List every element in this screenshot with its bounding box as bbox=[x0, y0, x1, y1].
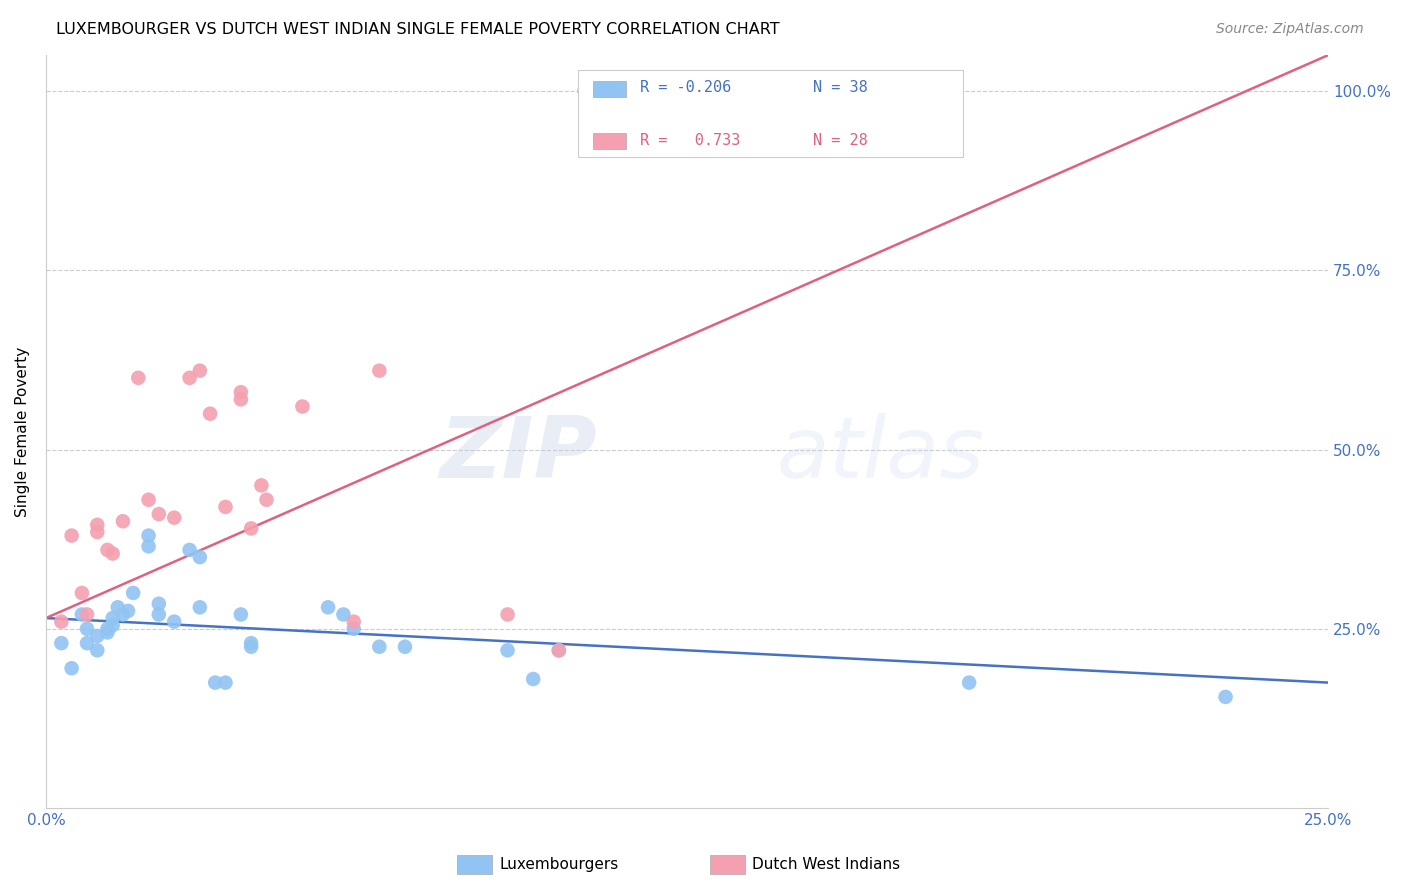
Bar bbox=[593, 80, 626, 96]
Point bbox=[188, 550, 211, 565]
Point bbox=[240, 640, 263, 654]
Point bbox=[343, 622, 366, 636]
Point bbox=[51, 615, 73, 629]
Point bbox=[188, 364, 211, 378]
Point bbox=[1215, 690, 1237, 704]
Point bbox=[394, 640, 416, 654]
Point bbox=[60, 661, 83, 675]
Point bbox=[96, 625, 118, 640]
Point bbox=[229, 392, 252, 407]
Point bbox=[256, 492, 278, 507]
Point bbox=[148, 607, 170, 622]
Point bbox=[76, 622, 98, 636]
Point bbox=[163, 510, 186, 524]
Point bbox=[138, 528, 160, 542]
Point bbox=[138, 492, 160, 507]
Point bbox=[214, 500, 236, 514]
Point bbox=[51, 636, 73, 650]
Point bbox=[148, 597, 170, 611]
Point bbox=[117, 604, 139, 618]
Point bbox=[204, 675, 226, 690]
Point bbox=[179, 543, 201, 558]
Point bbox=[86, 629, 108, 643]
Point bbox=[122, 586, 145, 600]
Point bbox=[101, 611, 124, 625]
Point bbox=[163, 615, 186, 629]
Point bbox=[70, 586, 93, 600]
FancyBboxPatch shape bbox=[578, 70, 963, 157]
Bar bbox=[593, 133, 626, 149]
Point bbox=[86, 524, 108, 539]
Point bbox=[229, 385, 252, 400]
Point bbox=[101, 547, 124, 561]
Point bbox=[70, 607, 93, 622]
Point bbox=[522, 672, 544, 686]
Point bbox=[291, 400, 314, 414]
Point bbox=[138, 539, 160, 553]
Point bbox=[96, 543, 118, 558]
Point bbox=[111, 607, 134, 622]
Text: ZIP: ZIP bbox=[440, 413, 598, 496]
Point bbox=[547, 643, 569, 657]
Point bbox=[574, 84, 596, 98]
Point bbox=[188, 600, 211, 615]
Text: atlas: atlas bbox=[776, 413, 984, 496]
Point bbox=[240, 636, 263, 650]
Text: N = 28: N = 28 bbox=[813, 133, 868, 148]
Point bbox=[127, 371, 149, 385]
Point bbox=[316, 600, 339, 615]
Point bbox=[496, 643, 519, 657]
Point bbox=[229, 607, 252, 622]
Point bbox=[240, 521, 263, 535]
Point bbox=[86, 643, 108, 657]
Text: R = -0.206: R = -0.206 bbox=[640, 80, 731, 95]
Point bbox=[250, 478, 273, 492]
Text: Luxembourgers: Luxembourgers bbox=[499, 857, 619, 871]
Point bbox=[96, 622, 118, 636]
Point bbox=[111, 514, 134, 528]
Point bbox=[76, 636, 98, 650]
Point bbox=[179, 371, 201, 385]
Point bbox=[368, 364, 391, 378]
Point bbox=[148, 507, 170, 521]
Y-axis label: Single Female Poverty: Single Female Poverty bbox=[15, 346, 30, 516]
Point bbox=[547, 643, 569, 657]
Point bbox=[198, 407, 221, 421]
Text: N = 38: N = 38 bbox=[813, 80, 868, 95]
Point bbox=[76, 607, 98, 622]
Text: Dutch West Indians: Dutch West Indians bbox=[752, 857, 900, 871]
Point bbox=[496, 607, 519, 622]
Text: R =   0.733: R = 0.733 bbox=[640, 133, 740, 148]
Text: Source: ZipAtlas.com: Source: ZipAtlas.com bbox=[1216, 22, 1364, 37]
Point bbox=[60, 528, 83, 542]
Point bbox=[343, 615, 366, 629]
Point bbox=[957, 675, 980, 690]
Point bbox=[332, 607, 354, 622]
Point bbox=[101, 618, 124, 632]
Point bbox=[214, 675, 236, 690]
Point bbox=[368, 640, 391, 654]
Point bbox=[86, 517, 108, 532]
Point bbox=[107, 600, 129, 615]
Text: LUXEMBOURGER VS DUTCH WEST INDIAN SINGLE FEMALE POVERTY CORRELATION CHART: LUXEMBOURGER VS DUTCH WEST INDIAN SINGLE… bbox=[56, 22, 780, 37]
